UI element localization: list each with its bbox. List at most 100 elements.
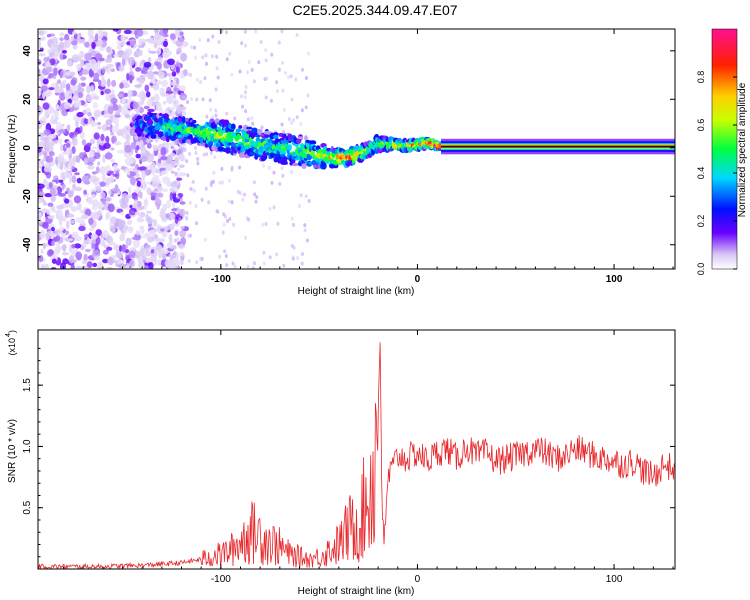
spectrogram-speckle: [91, 171, 97, 175]
spectrogram-speckle: [122, 83, 130, 89]
spectrogram-speckle: [162, 33, 169, 38]
spectrogram-speckle: [140, 156, 148, 162]
spectrogram-ridge-point: [229, 136, 234, 144]
spectrogram-speckle: [71, 244, 76, 249]
spectrogram-speckle: [246, 264, 250, 269]
spectrogram-speckle: [38, 160, 41, 168]
spectrogram-speckle: [135, 67, 142, 72]
spectrogram-speckle: [272, 205, 276, 210]
spectrogram-ridge-point: [272, 132, 279, 136]
spectrogram-speckle: [80, 58, 85, 68]
spectrogram-speckle: [102, 249, 109, 255]
spectrogram-speckle: [48, 182, 53, 189]
spectrogram-speckle: [281, 88, 285, 93]
spectrogram-speckle: [160, 170, 169, 175]
spectrogram-speckle: [196, 161, 200, 166]
spectrogram-speckle: [78, 225, 86, 232]
spectrogram-speckle: [124, 144, 132, 153]
spectrogram-speckle: [84, 52, 92, 61]
spectrogram-speckle: [50, 226, 55, 232]
spectrogram-ridge-point: [206, 130, 211, 135]
spectrogram-speckle: [147, 108, 155, 113]
spectrogram-speckle: [185, 215, 189, 220]
spectrogram-speckle: [119, 82, 124, 89]
spectrogram-speckle: [299, 193, 303, 198]
spectrogram-speckle: [180, 226, 185, 230]
spectrogram-speckle: [105, 197, 112, 202]
spectrogram-speckle: [205, 114, 209, 119]
spectrogram-speckle: [147, 235, 155, 243]
spectrogram-speckle: [108, 189, 112, 196]
snr-xtick-label: 100: [606, 574, 623, 585]
spectrogram-speckle: [171, 222, 175, 227]
spectrogram-speckle: [173, 85, 177, 90]
spectrogram-speckle: [38, 212, 42, 217]
spectrogram-speckle: [65, 142, 71, 148]
spectrogram-ridge-point: [218, 132, 224, 136]
spectrogram-speckle: [124, 92, 128, 98]
spectrogram-speckle: [70, 79, 77, 86]
spectrogram-speckle: [111, 125, 120, 133]
spectrogram-speckle: [246, 70, 249, 75]
spectrogram-speckle: [110, 132, 114, 136]
spectrogram-speckle: [85, 248, 91, 253]
spectrogram-speckle: [148, 229, 156, 238]
spectrogram-speckle: [156, 62, 162, 70]
spectrogram-speckle: [68, 157, 74, 166]
spectrogram-speckle: [135, 230, 141, 236]
spectrogram-speckle: [104, 58, 113, 64]
spectrogram-speckle: [93, 109, 102, 118]
snr-multiplier-close: ): [7, 330, 17, 333]
spectrogram-speckle: [105, 119, 112, 126]
spectrogram-speckle: [160, 92, 167, 97]
spectrogram-speckle: [54, 229, 61, 236]
spectrogram-speckle: [135, 153, 141, 159]
spectrogram-speckle: [62, 79, 67, 84]
spectrogram-speckle: [110, 68, 116, 72]
spectrogram-speckle: [210, 180, 214, 185]
spectrogram-speckle: [226, 219, 229, 224]
snr-multiplier-exp: 4: [5, 333, 12, 337]
spectrogram-speckle: [55, 121, 62, 130]
spectrogram-speckle: [114, 114, 121, 118]
spectrogram-speckle: [58, 137, 63, 145]
spectrogram-speckle: [221, 230, 225, 235]
spectrogram-speckle: [282, 263, 286, 268]
spectrogram-speckle: [121, 58, 126, 67]
spectrogram-speckle: [178, 217, 182, 222]
spectrogram-speckle: [60, 144, 64, 152]
spectrogram-speckle: [53, 67, 58, 77]
spectrogram-speckle: [152, 257, 157, 266]
spectrogram-speckle: [283, 71, 287, 75]
spectrogram-speckle: [74, 90, 79, 95]
spectrogram-speckle: [104, 88, 112, 95]
spectrogram-speckle: [105, 177, 111, 185]
spectrogram-speckle: [297, 204, 301, 209]
spectrogram-speckle: [179, 230, 186, 238]
spectrogram-speckle: [72, 54, 80, 62]
spectrogram-speckle: [149, 36, 154, 45]
spectrogram-speckle: [252, 79, 256, 84]
spectrogram-speckle: [107, 170, 115, 175]
spectrogram-speckle: [292, 222, 296, 227]
spectrogram-speckle: [92, 95, 100, 100]
spectrogram-ridge-point: [158, 117, 163, 121]
spectrogram-speckle: [264, 48, 268, 52]
spectrogram-speckle: [92, 262, 98, 268]
spectrogram-speckle: [91, 41, 96, 50]
spectrogram-speckle: [55, 104, 60, 109]
spectrogram-speckle: [167, 58, 175, 66]
spectrogram-speckle: [169, 142, 176, 147]
spectrogram-speckle: [218, 254, 222, 259]
spectrogram-speckle: [76, 111, 84, 118]
spectrogram-speckle: [129, 259, 136, 268]
spectrogram-speckle: [175, 159, 179, 164]
spectrogram-speckle: [176, 105, 182, 114]
spectrogram-speckle: [81, 69, 89, 75]
spectrogram-speckle: [85, 60, 89, 64]
spectrogram-speckle: [216, 209, 220, 214]
spectrogram-speckle: [280, 29, 284, 34]
snr-frame: [37, 329, 676, 570]
spectrogram-speckle: [225, 30, 228, 35]
spectrogram-speckle: [187, 259, 191, 263]
